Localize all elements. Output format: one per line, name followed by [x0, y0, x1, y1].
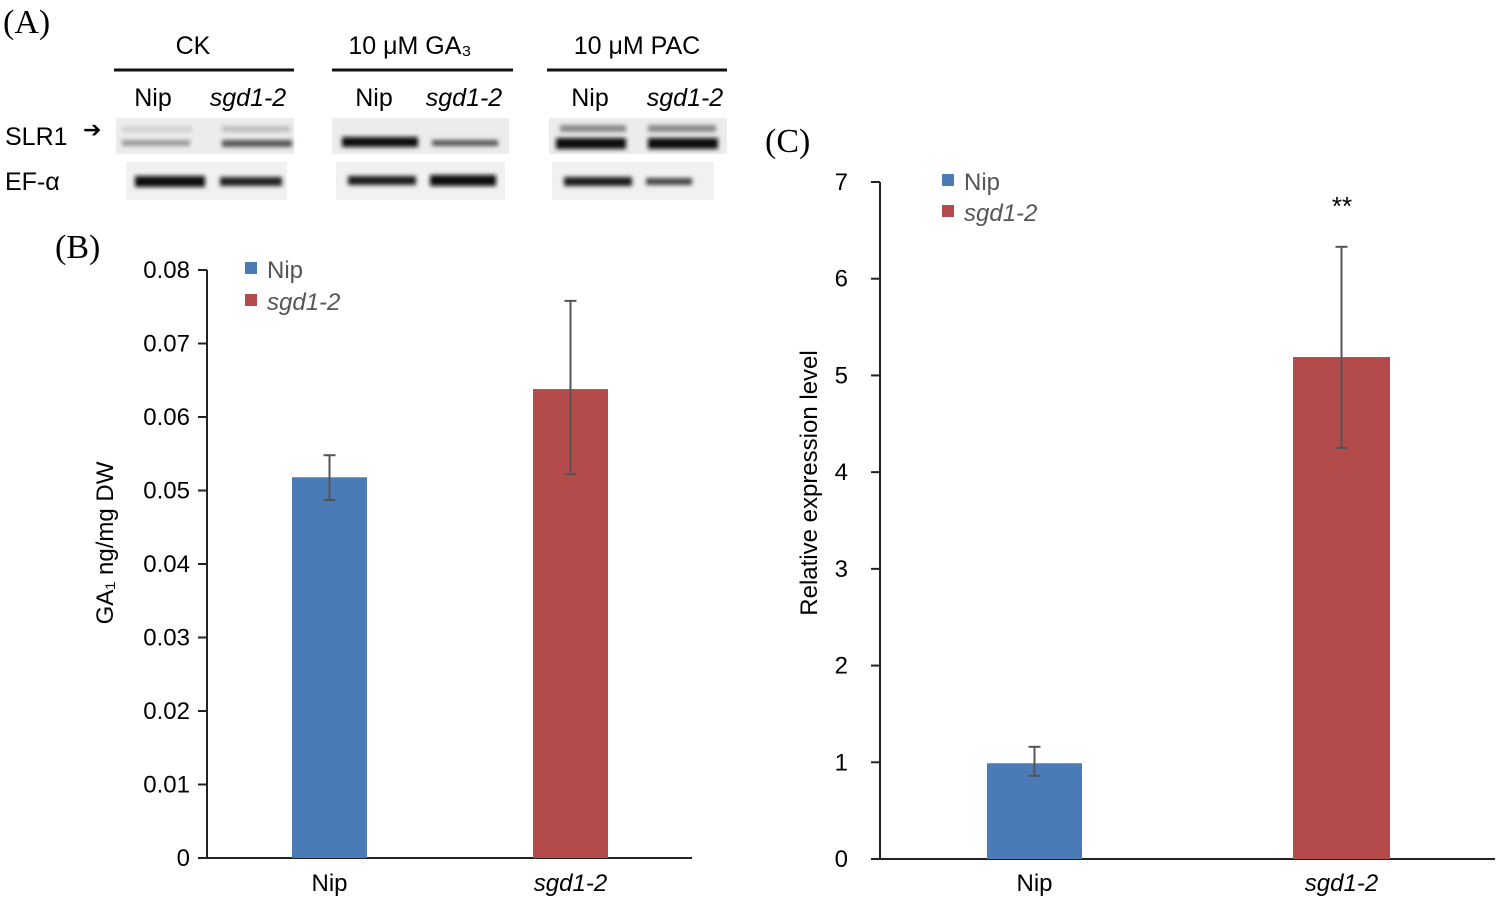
x-category-label: Nip [311, 870, 347, 897]
treatment-ga3: 10 μM GA₃ [348, 32, 471, 60]
y-tick-label: 0.02 [143, 698, 190, 725]
panel-label-a: (A) [3, 4, 50, 41]
legend-label: Nip [267, 257, 303, 284]
arrow-right-icon: ➔ [83, 117, 101, 142]
y-tick-label: 0.04 [143, 551, 190, 578]
legend-swatch [942, 205, 954, 217]
x-category-label: sgd1-2 [1305, 870, 1378, 897]
y-tick-label: 2 [835, 653, 848, 680]
row-label-slr1: SLR1 [5, 123, 68, 151]
y-tick-label: 4 [835, 459, 848, 486]
y-tick-label: 0.06 [143, 404, 190, 431]
x-category-label: Nip [1016, 870, 1052, 897]
lane-label: sgd1-2 [426, 84, 503, 112]
y-axis-label: GA₁ ng/mg DW [92, 461, 119, 624]
blot-strip [116, 118, 294, 154]
y-tick-label: 3 [835, 556, 848, 583]
y-tick-label: 0 [835, 846, 848, 873]
legend-label: sgd1-2 [267, 289, 340, 316]
legend-swatch [245, 294, 257, 306]
panel-a-western-blot: (A) CK 10 μM GA₃ 10 μM PAC Nip sgd1-2 Ni… [3, 4, 727, 200]
panel-label-b: (B) [55, 229, 100, 266]
bar-nip [292, 477, 367, 858]
panel-b-ga1-chart: (B) 0 0.01 0.02 0.03 0.04 0.05 0.06 0.07 0.08 GA₁… [55, 229, 692, 897]
y-axis-label: Relative expression level [796, 350, 823, 615]
legend-swatch [942, 174, 954, 186]
panel-label-c: (C) [765, 123, 810, 160]
y-tick-label: 0.03 [143, 625, 190, 652]
legend-swatch [245, 262, 257, 274]
lane-label: Nip [355, 84, 393, 112]
legend-label: Nip [964, 169, 1000, 196]
lane-label: sgd1-2 [210, 84, 287, 112]
x-category-label: sgd1-2 [534, 870, 607, 897]
legend-label: sgd1-2 [964, 200, 1037, 227]
treatment-pac: 10 μM PAC [574, 32, 700, 60]
lane-label: sgd1-2 [647, 84, 724, 112]
treatment-ck: CK [176, 32, 211, 60]
y-tick-label: 1 [835, 749, 848, 776]
y-tick-label: 0.05 [143, 478, 190, 505]
y-tick-label: 0.01 [143, 772, 190, 799]
y-tick-label: 6 [835, 266, 848, 293]
blot-strip [332, 118, 509, 154]
bar-nip [987, 763, 1082, 859]
lane-label: Nip [571, 84, 609, 112]
blot-bands [122, 125, 718, 187]
significance-annotation: ** [1332, 191, 1352, 221]
y-tick-label: 0 [177, 845, 190, 872]
y-tick-label: 7 [835, 169, 848, 196]
y-tick-label: 5 [835, 362, 848, 389]
y-tick-label: 0.07 [143, 331, 190, 358]
panel-c-expression-chart: (C) 0 1 2 3 4 5 6 7 Relative expression level Nip… [765, 123, 1495, 897]
row-label-ef-alpha: EF-α [5, 168, 60, 196]
lane-label: Nip [134, 84, 172, 112]
y-tick-label: 0.08 [143, 257, 190, 284]
